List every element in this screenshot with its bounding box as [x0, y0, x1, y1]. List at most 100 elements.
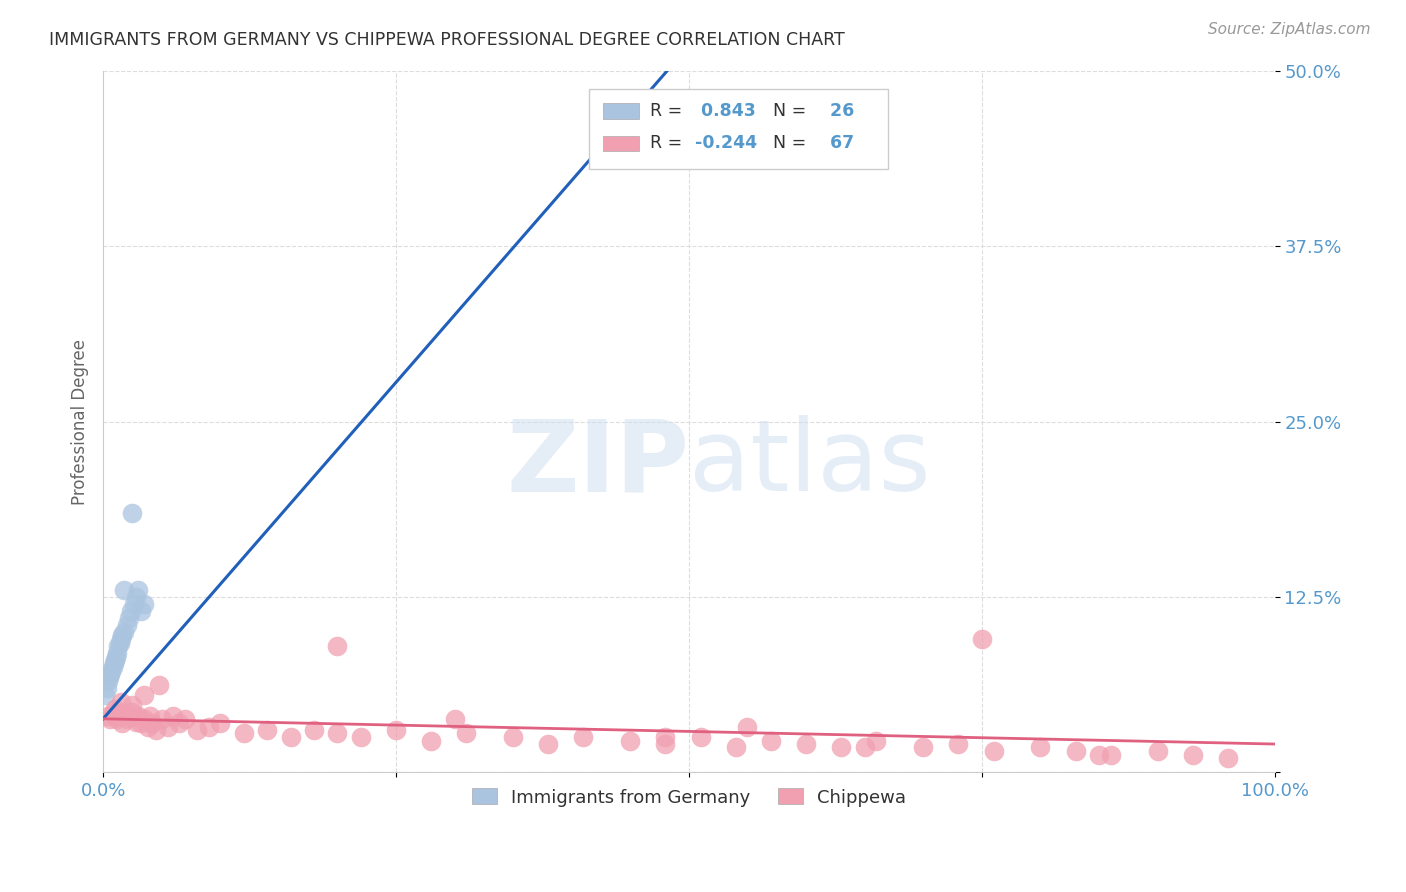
Point [537, 737, 560, 751]
Point [108, 636, 131, 650]
Point [115, 618, 138, 632]
Point [326, 726, 349, 740]
Point [110, 695, 132, 709]
Point [101, 660, 124, 674]
Point [127, 709, 149, 723]
Point [420, 734, 443, 748]
Point [1029, 739, 1052, 754]
Point [97, 709, 120, 723]
Point [111, 628, 134, 642]
Point [112, 624, 135, 639]
Point [280, 730, 302, 744]
FancyBboxPatch shape [589, 88, 889, 169]
Point [107, 639, 129, 653]
Point [139, 709, 162, 723]
Point [443, 712, 465, 726]
Point [456, 726, 478, 740]
Point [125, 590, 148, 604]
Point [948, 737, 970, 751]
Text: Source: ZipAtlas.com: Source: ZipAtlas.com [1208, 22, 1371, 37]
Point [186, 723, 208, 737]
Point [759, 734, 782, 748]
Point [1181, 748, 1204, 763]
Legend: Immigrants from Germany, Chippewa: Immigrants from Germany, Chippewa [463, 780, 915, 815]
Point [232, 726, 254, 740]
Point [150, 712, 173, 726]
Point [256, 723, 278, 737]
Point [162, 709, 184, 723]
Text: 26: 26 [824, 102, 853, 120]
Point [111, 716, 134, 731]
Point [197, 720, 219, 734]
Point [98, 712, 121, 726]
Point [104, 653, 127, 667]
Text: R =: R = [650, 102, 682, 120]
Point [724, 739, 747, 754]
Point [830, 739, 852, 754]
Text: N =: N = [762, 102, 806, 120]
Point [1064, 744, 1087, 758]
Point [145, 723, 167, 737]
Point [136, 720, 159, 734]
Text: 67: 67 [824, 135, 853, 153]
Point [654, 737, 676, 751]
Point [112, 582, 135, 597]
Point [1088, 748, 1111, 763]
Point [121, 705, 143, 719]
Point [105, 712, 128, 726]
Point [118, 709, 141, 723]
Point [983, 744, 1005, 758]
Text: N =: N = [762, 135, 806, 153]
Point [689, 730, 711, 744]
Point [108, 709, 131, 723]
Point [129, 604, 152, 618]
Point [326, 639, 349, 653]
Point [209, 716, 232, 731]
Point [94, 688, 117, 702]
Point [134, 688, 156, 702]
Point [125, 714, 148, 729]
Point [912, 739, 935, 754]
Point [121, 506, 143, 520]
Point [141, 716, 163, 731]
Point [134, 597, 156, 611]
Point [385, 723, 408, 737]
FancyBboxPatch shape [603, 103, 638, 119]
Point [970, 632, 993, 646]
Text: ZIP: ZIP [506, 415, 689, 512]
Point [156, 720, 179, 734]
Point [112, 706, 135, 721]
Point [104, 702, 127, 716]
Point [105, 646, 128, 660]
Point [169, 716, 191, 731]
Point [853, 739, 876, 754]
Text: R =: R = [650, 135, 682, 153]
Text: IMMIGRANTS FROM GERMANY VS CHIPPEWA PROFESSIONAL DEGREE CORRELATION CHART: IMMIGRANTS FROM GERMANY VS CHIPPEWA PROF… [49, 31, 845, 49]
Point [572, 730, 595, 744]
Point [1146, 744, 1168, 758]
Point [865, 734, 887, 748]
Point [350, 730, 373, 744]
Point [1099, 748, 1122, 763]
Point [96, 681, 118, 695]
Point [122, 597, 145, 611]
Point [654, 730, 676, 744]
Point [115, 712, 138, 726]
Point [103, 656, 125, 670]
Point [502, 730, 524, 744]
Point [118, 611, 141, 625]
Point [97, 673, 120, 688]
Point [105, 650, 128, 665]
Point [302, 723, 325, 737]
Point [1216, 751, 1239, 765]
Point [110, 632, 132, 646]
Point [98, 667, 121, 681]
FancyBboxPatch shape [603, 136, 638, 151]
Point [129, 716, 152, 731]
Point [174, 712, 197, 726]
Point [134, 712, 156, 726]
Point [100, 664, 122, 678]
Text: atlas: atlas [689, 415, 931, 512]
Text: -0.244: -0.244 [695, 135, 756, 153]
Point [794, 737, 817, 751]
